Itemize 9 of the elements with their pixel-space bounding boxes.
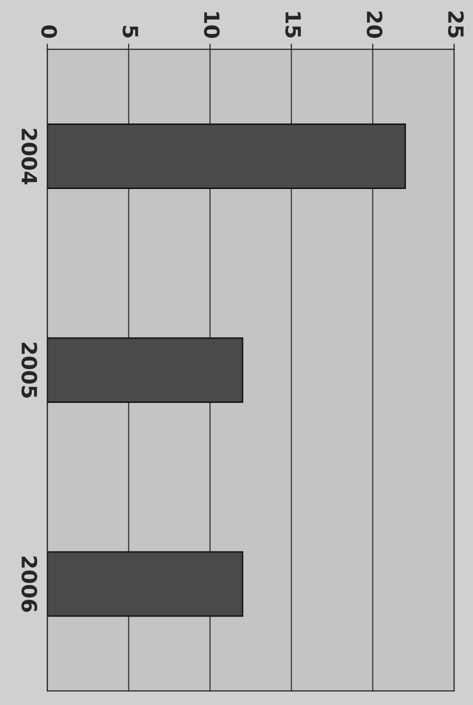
x-tick-label: 15	[285, 12, 301, 38]
y-tick-label: 2006	[21, 556, 38, 612]
x-tick-label: 20	[366, 12, 382, 38]
x-tick-label: 25	[448, 12, 464, 38]
y-tick-label: 2005	[21, 342, 38, 398]
y-tick-label: 2004	[21, 128, 38, 184]
x-tick-label: 10	[204, 12, 220, 38]
x-tick-label: 5	[122, 26, 138, 38]
x-tick-label: 0	[41, 25, 58, 38]
